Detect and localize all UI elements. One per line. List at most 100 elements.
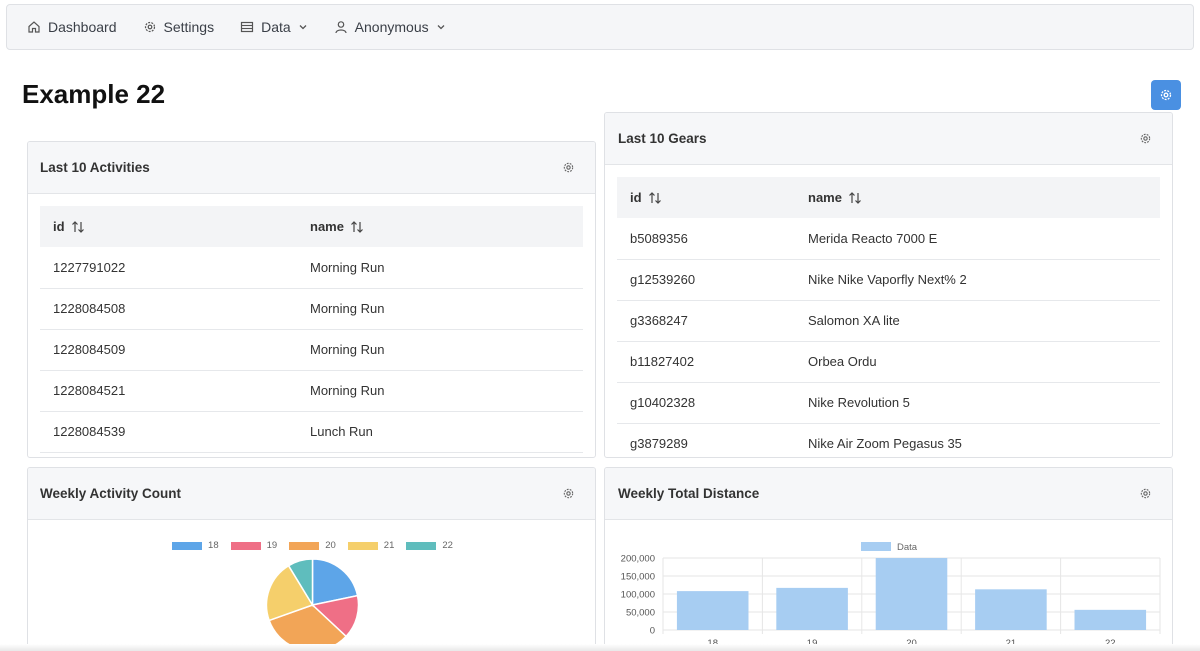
- chevron-down-icon: [299, 25, 307, 30]
- table-cell: 1228084509: [40, 329, 297, 371]
- pie-chart: [265, 558, 360, 651]
- activities-table: id name 1227791022 Morning Run 1228084508…: [40, 206, 583, 453]
- legend-item[interactable]: 18: [172, 540, 219, 551]
- legend-swatch: [172, 541, 203, 550]
- legend-item[interactable]: 22: [406, 540, 453, 551]
- table-row[interactable]: 1228084508 Morning Run: [40, 288, 583, 330]
- table-cell: Merida Reacto 7000 E: [795, 218, 1160, 260]
- nav-settings-label: Settings: [163, 19, 215, 35]
- legend-swatch: [406, 541, 437, 550]
- weekly-distance-panel-settings[interactable]: [1139, 487, 1152, 500]
- nav-data-dropdown[interactable]: Data: [240, 19, 308, 35]
- table-row[interactable]: g3368247 Salomon XA lite: [617, 300, 1160, 342]
- table-row[interactable]: 1227791022 Morning Run: [40, 247, 583, 289]
- column-header-label: name: [310, 218, 344, 234]
- legend-swatch: [861, 542, 891, 551]
- sort-icon: [71, 221, 84, 234]
- table-row[interactable]: 1228084521 Morning Run: [40, 370, 583, 412]
- y-tick-label: 100,000: [621, 590, 655, 601]
- activities-panel-title: Last 10 Activities: [40, 160, 150, 175]
- weekly-count-panel: Weekly Activity Count 18 19 20 21 22: [27, 467, 596, 651]
- gears-panel-title: Last 10 Gears: [618, 131, 707, 146]
- table-header-row: id name: [40, 206, 583, 247]
- table-row[interactable]: b11827402 Orbea Ordu: [617, 341, 1160, 383]
- sort-icon: [849, 192, 861, 205]
- page-settings-button[interactable]: [1151, 80, 1181, 110]
- table-cell: Nike Air Zoom Pegasus 35: [795, 423, 1160, 457]
- pie-slice: [287, 558, 314, 608]
- table-cell: Morning Run: [297, 370, 583, 412]
- table-cell: Morning Run: [297, 329, 583, 371]
- nav-dashboard[interactable]: Dashboard: [27, 19, 117, 35]
- table-cell: g3879289: [617, 423, 795, 457]
- nav-settings[interactable]: Settings: [143, 19, 215, 35]
- table-cell: b5089356: [617, 218, 795, 260]
- column-header-name[interactable]: name: [297, 206, 583, 247]
- gears-panel-header: Last 10 Gears: [605, 113, 1172, 165]
- legend-swatch: [230, 541, 261, 550]
- table-cell: Morning Run: [297, 288, 583, 330]
- table-row[interactable]: g3879289 Nike Air Zoom Pegasus 35: [617, 423, 1160, 457]
- column-header-name[interactable]: name: [795, 177, 1160, 218]
- legend-swatch: [347, 541, 378, 550]
- gear-icon: [1160, 89, 1172, 101]
- table-cell: 1228084539: [40, 411, 297, 453]
- table-row[interactable]: 1228084539 Lunch Run: [40, 411, 583, 453]
- pie-slice: [265, 564, 314, 622]
- activities-panel-header: Last 10 Activities: [28, 142, 595, 194]
- gears-panel-settings[interactable]: [1139, 132, 1152, 145]
- user-icon: [335, 21, 347, 34]
- legend-label: 21: [383, 540, 395, 551]
- pie-legend: 18 19 20 21 22: [28, 540, 595, 551]
- gear-icon: [1140, 133, 1151, 144]
- legend-item[interactable]: 19: [230, 540, 278, 551]
- table-cell: Salomon XA lite: [795, 300, 1160, 342]
- bar: [1074, 609, 1147, 630]
- table-cell: b11827402: [617, 341, 795, 383]
- table-cell: Lunch Run: [297, 411, 583, 453]
- legend-item[interactable]: 20: [289, 540, 336, 551]
- page-title: Example 22: [22, 79, 166, 109]
- nav-data-label: Data: [261, 19, 291, 35]
- weekly-count-panel-header: Weekly Activity Count: [28, 468, 595, 520]
- legend-label: 22: [442, 540, 453, 551]
- table-row[interactable]: b5089356 Merida Reacto 7000 E: [617, 218, 1160, 260]
- navbar: Dashboard Settings Data Anonymous: [6, 4, 1194, 50]
- gears-table: id name b5089356 Merida Reacto 7000 E g12…: [617, 177, 1160, 457]
- y-tick-label: 50,000: [626, 608, 655, 619]
- bar: [676, 591, 749, 630]
- x-tick-label: 18: [707, 638, 718, 649]
- table-cell: Morning Run: [297, 247, 583, 289]
- weekly-distance-panel: Weekly Total Distance Data 200,000 150,000…: [604, 467, 1173, 651]
- column-header-id[interactable]: id: [40, 206, 297, 247]
- table-cell: Nike Nike Vaporfly Next% 2: [795, 259, 1160, 301]
- table-row[interactable]: 1228084509 Morning Run: [40, 329, 583, 371]
- activities-panel-settings[interactable]: [562, 161, 575, 174]
- gear-icon: [1140, 488, 1151, 499]
- legend-label: 18: [208, 540, 219, 551]
- pie-slice: [311, 558, 359, 606]
- legend-label: 19: [266, 540, 278, 551]
- table-cell: Orbea Ordu: [795, 341, 1160, 383]
- column-header-id[interactable]: id: [617, 177, 795, 218]
- x-tick-label: 21: [1006, 638, 1017, 649]
- column-header-label: name: [808, 189, 842, 205]
- nav-user-label: Anonymous: [354, 19, 429, 35]
- weekly-count-panel-settings[interactable]: [562, 487, 575, 500]
- gear-icon: [563, 162, 574, 173]
- table-cell: g3368247: [617, 300, 795, 342]
- window-bottom-edge: [0, 644, 1200, 651]
- y-tick-label: 200,000: [621, 554, 655, 565]
- legend-item[interactable]: 21: [347, 540, 395, 551]
- activities-panel: Last 10 Activities id name 1227791022 Mor…: [27, 141, 596, 458]
- table-row[interactable]: g10402328 Nike Revolution 5: [617, 382, 1160, 424]
- nav-dashboard-label: Dashboard: [48, 19, 117, 35]
- column-header-label: id: [630, 189, 642, 205]
- sort-icon: [648, 192, 661, 205]
- table-row[interactable]: g12539260 Nike Nike Vaporfly Next% 2: [617, 259, 1160, 301]
- gear-icon: [563, 488, 574, 499]
- x-tick-label: 22: [1105, 638, 1116, 649]
- nav-user-dropdown[interactable]: Anonymous: [334, 19, 446, 35]
- chevron-down-icon: [437, 25, 445, 30]
- table-cell: 1228084508: [40, 288, 297, 330]
